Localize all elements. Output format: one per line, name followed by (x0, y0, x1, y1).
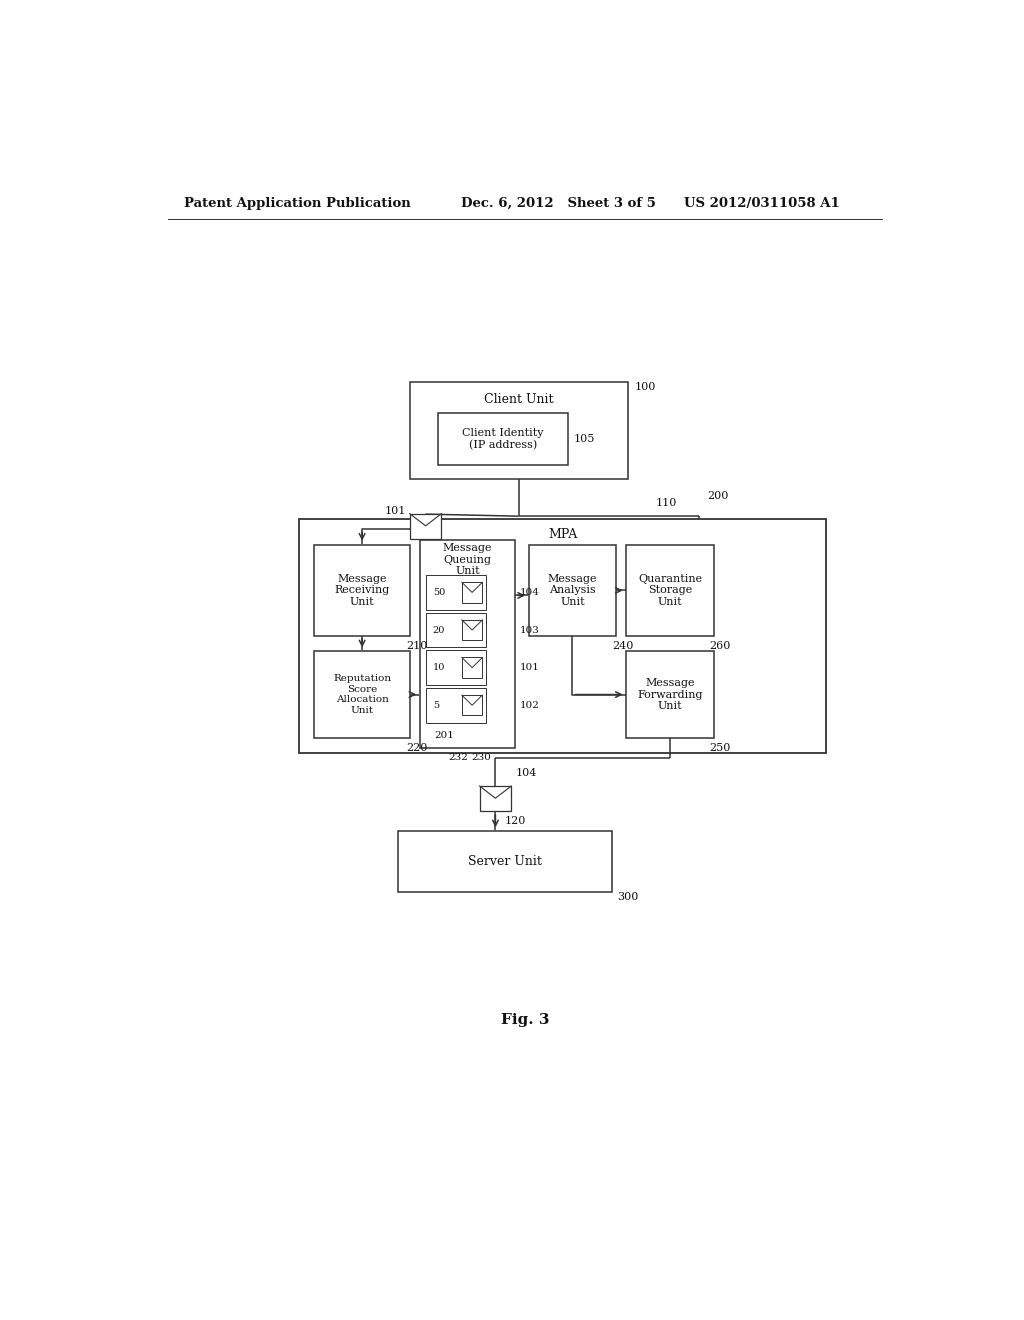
Text: 50: 50 (433, 587, 445, 597)
Bar (437, 413, 568, 466)
Text: Message
Queuing
Unit: Message Queuing Unit (443, 544, 493, 577)
Bar (314, 651, 410, 738)
Text: 210: 210 (406, 642, 427, 651)
Text: MPA: MPA (548, 528, 578, 541)
Bar (426, 651, 486, 685)
Text: 200: 200 (708, 491, 729, 500)
Bar (299, 519, 826, 752)
Text: 103: 103 (520, 626, 540, 635)
Text: Message
Analysis
Unit: Message Analysis Unit (548, 574, 597, 607)
Bar (426, 612, 486, 647)
Bar (627, 545, 714, 636)
Text: Patent Application Publication: Patent Application Publication (183, 197, 411, 210)
Bar (462, 620, 482, 640)
Bar (410, 381, 628, 479)
Text: 100: 100 (634, 381, 655, 392)
Text: 20: 20 (433, 626, 445, 635)
Bar (462, 696, 482, 715)
Text: 201: 201 (434, 731, 455, 739)
Bar (410, 513, 441, 539)
Text: 260: 260 (710, 642, 731, 651)
Bar (479, 785, 511, 812)
Bar (397, 832, 612, 892)
Text: Client Unit: Client Unit (484, 393, 554, 405)
Text: 250: 250 (710, 743, 731, 752)
Text: Quarantine
Storage
Unit: Quarantine Storage Unit (638, 574, 702, 607)
Text: 5: 5 (433, 701, 439, 710)
Text: 120: 120 (505, 816, 526, 826)
Bar (627, 651, 714, 738)
Bar (528, 545, 616, 636)
Text: Message
Forwarding
Unit: Message Forwarding Unit (637, 678, 702, 711)
Text: 230: 230 (472, 754, 492, 762)
Text: 101: 101 (384, 506, 406, 516)
Bar (462, 582, 482, 602)
Bar (314, 545, 410, 636)
Text: 110: 110 (655, 498, 677, 508)
Text: Server Unit: Server Unit (468, 855, 542, 869)
Text: 104: 104 (520, 587, 540, 597)
Text: Reputation
Score
Allocation
Unit: Reputation Score Allocation Unit (333, 675, 391, 714)
Text: 10: 10 (433, 663, 445, 672)
Text: Dec. 6, 2012   Sheet 3 of 5: Dec. 6, 2012 Sheet 3 of 5 (461, 197, 656, 210)
Text: 300: 300 (616, 892, 638, 903)
Bar (462, 657, 482, 677)
Text: Message
Receiving
Unit: Message Receiving Unit (335, 574, 390, 607)
Bar (426, 688, 486, 722)
Text: 104: 104 (515, 768, 537, 779)
Text: Fig. 3: Fig. 3 (501, 1014, 549, 1027)
Text: US 2012/0311058 A1: US 2012/0311058 A1 (684, 197, 840, 210)
Text: 240: 240 (612, 642, 634, 651)
Bar (426, 576, 486, 610)
Text: 220: 220 (406, 743, 427, 752)
Text: 105: 105 (573, 434, 595, 444)
Text: 101: 101 (520, 663, 540, 672)
Bar (420, 540, 515, 748)
Text: 232: 232 (449, 754, 469, 762)
Text: Client Identity
(IP address): Client Identity (IP address) (462, 428, 544, 450)
Text: 102: 102 (520, 701, 540, 710)
